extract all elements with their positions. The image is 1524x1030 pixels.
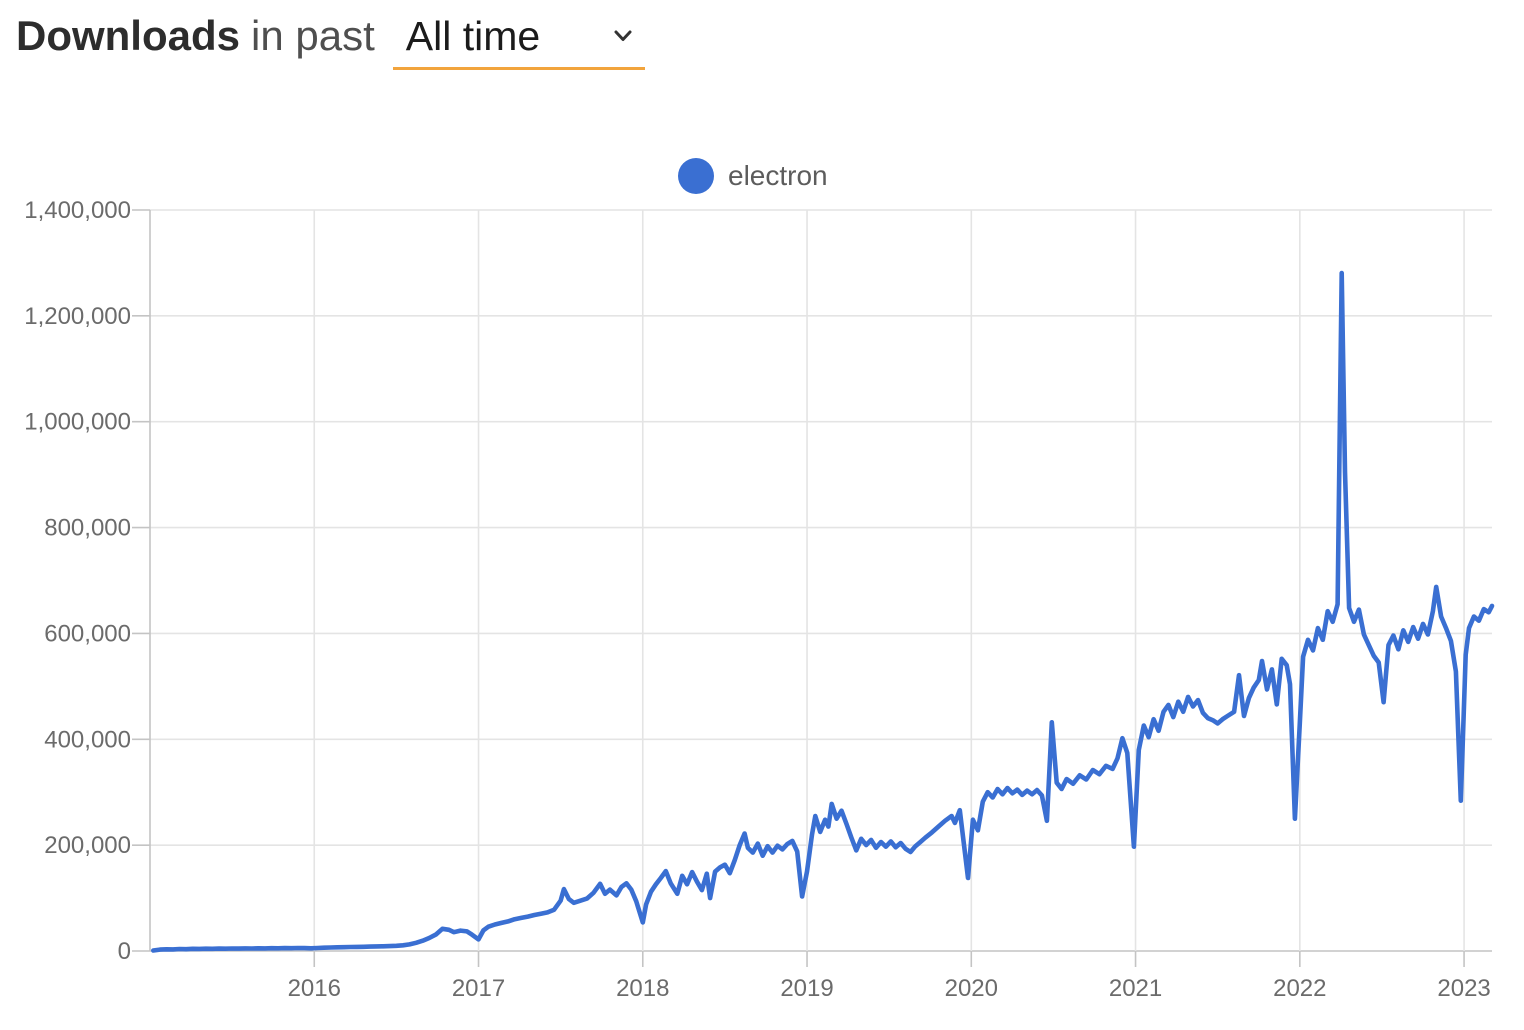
time-range-value: All time (405, 13, 541, 59)
x-axis-tick-label: 2022 (1273, 975, 1326, 1002)
legend-marker-electron[interactable] (678, 158, 714, 194)
y-axis-tick-label: 200,000 (44, 832, 131, 859)
x-axis-tick-label: 2017 (452, 975, 505, 1002)
x-axis-tick-label: 2020 (945, 975, 998, 1002)
x-axis-tick-label: 2019 (780, 975, 833, 1002)
y-axis-tick-label: 400,000 (44, 726, 131, 753)
page-title-suffix: in past (251, 12, 375, 59)
time-range-select[interactable]: All time (392, 13, 645, 70)
chart-header: Downloads in past All time (16, 12, 645, 70)
y-axis-tick-label: 800,000 (44, 515, 131, 542)
chart-legend: electron (678, 158, 828, 194)
y-axis-tick-label: 1,400,000 (24, 197, 131, 224)
x-axis-tick-label: 2018 (616, 975, 669, 1002)
x-axis-tick-label: 2021 (1109, 975, 1162, 1002)
x-axis-tick-label: 2016 (288, 975, 341, 1002)
page-title: Downloads (16, 12, 241, 59)
chevron-down-icon (614, 30, 632, 41)
y-axis-tick-label: 1,000,000 (24, 409, 131, 436)
y-axis-tick-label: 1,200,000 (24, 303, 131, 330)
legend-label-electron[interactable]: electron (728, 160, 828, 191)
x-axis-tick-label: 2023 (1437, 975, 1490, 1002)
y-axis-tick-label: 600,000 (44, 620, 131, 647)
y-axis-tick-label: 0 (118, 938, 131, 965)
series-line-electron (151, 270, 1495, 953)
